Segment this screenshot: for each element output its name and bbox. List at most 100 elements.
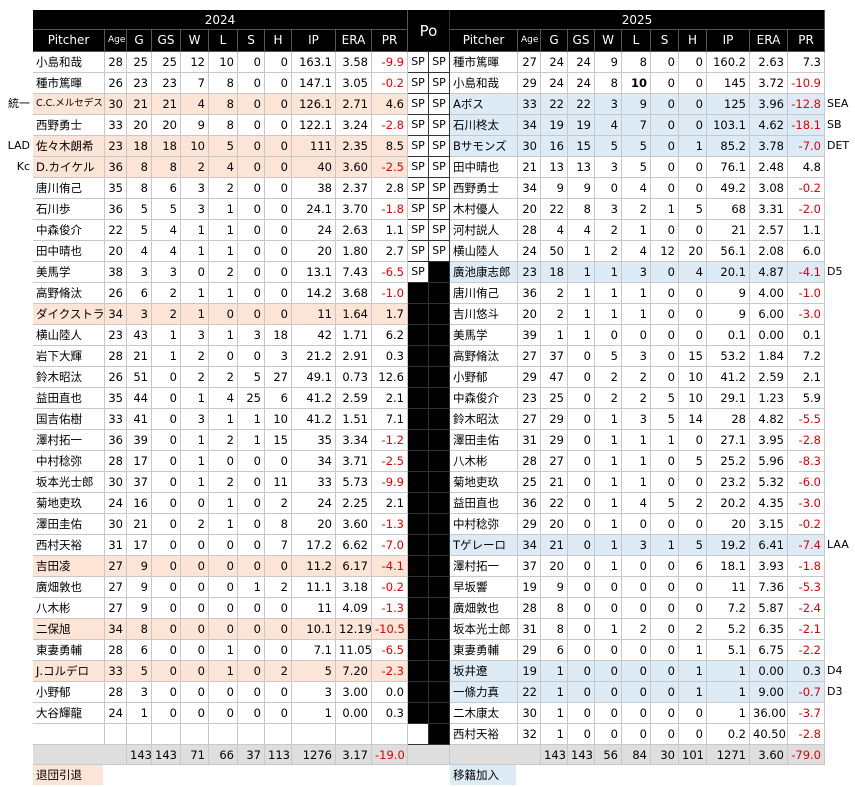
stat-cell: 22: [541, 199, 568, 220]
stat-cell: 0: [238, 556, 265, 577]
stat-cell: [292, 724, 336, 745]
po-cell: [408, 388, 429, 409]
stat-cell: 0: [568, 535, 595, 556]
stat-cell: 21: [541, 472, 568, 493]
stat-cell: 17: [127, 451, 152, 472]
pitcher-name: 中森俊介: [450, 388, 518, 409]
stat-cell: 30: [105, 94, 127, 115]
side-note: SB: [827, 118, 842, 131]
pitcher-name: J.コルデロ: [33, 661, 105, 682]
stat-cell: -2.8: [788, 430, 825, 451]
stat-cell: 5.2: [707, 619, 750, 640]
stat-cell: 0: [651, 157, 679, 178]
stat-cell: 8: [127, 619, 152, 640]
stat-cell: 11.05: [336, 640, 372, 661]
stat-cell: 21: [127, 346, 152, 367]
stat-cell: 11.1: [292, 577, 336, 598]
po-cell: [408, 451, 429, 472]
po-cell: SP: [408, 199, 429, 220]
stat-cell: 1: [541, 724, 568, 745]
stat-cell: -0.2: [788, 514, 825, 535]
stat-cell: 2: [209, 472, 238, 493]
stat-cell: 0.00: [750, 661, 788, 682]
pitcher-name: 吉川悠斗: [450, 304, 518, 325]
stat-cell: 7.2: [788, 346, 825, 367]
po-cell: [408, 304, 429, 325]
stat-cell: 0: [568, 451, 595, 472]
stat-cell: 5: [622, 136, 651, 157]
stat-cell: 0: [651, 52, 679, 73]
pitcher-name: 佐々木朗希: [33, 136, 105, 157]
pitcher-name: 西村天裕: [33, 535, 105, 556]
pitcher-name: Bサモンズ: [450, 136, 518, 157]
stat-cell: 21: [541, 535, 568, 556]
pitcher-name: ダイクストラ: [33, 304, 105, 325]
stat-cell: 0: [238, 514, 265, 535]
stat-cell: 1: [568, 241, 595, 262]
pitcher-name: 吉田凌: [33, 556, 105, 577]
stat-cell: [372, 724, 408, 745]
stat-cell: 1: [209, 640, 238, 661]
stat-cell: 24: [568, 52, 595, 73]
stat-cell: 0: [265, 73, 292, 94]
side-note: 統一: [8, 97, 30, 110]
po-cell: [429, 598, 450, 619]
stat-cell: 6: [265, 388, 292, 409]
stat-cell: 6.62: [336, 535, 372, 556]
stat-cell: 22: [541, 493, 568, 514]
stat-cell: 44: [127, 388, 152, 409]
stat-cell: 6.17: [336, 556, 372, 577]
stat-cell: 5: [292, 661, 336, 682]
stat-cell: -2.5: [372, 157, 408, 178]
stat-cell: 1: [209, 241, 238, 262]
side-note: SEA: [827, 97, 849, 110]
stat-cell: 1: [181, 451, 209, 472]
stat-cell: 2: [679, 619, 707, 640]
pitcher-name: 澤田圭佑: [33, 514, 105, 535]
stat-cell: 0: [568, 598, 595, 619]
po-total: [408, 745, 450, 765]
stat-cell: 4.82: [750, 409, 788, 430]
column-header: IP: [292, 30, 336, 52]
total-cell: -19.0: [372, 745, 408, 765]
stat-cell: 1: [679, 640, 707, 661]
stat-cell: 1: [181, 283, 209, 304]
pitcher-name: 澤村拓一: [450, 556, 518, 577]
stat-cell: 0: [238, 178, 265, 199]
pitcher-name: 岩下大輝: [33, 346, 105, 367]
stat-cell: 51: [127, 367, 152, 388]
stat-cell: 4: [679, 262, 707, 283]
pitcher-name: 美馬学: [33, 262, 105, 283]
column-header: H: [679, 30, 707, 52]
stat-cell: 0: [238, 220, 265, 241]
stat-cell: 7: [265, 535, 292, 556]
stat-cell: 40: [292, 157, 336, 178]
stat-cell: 34: [105, 619, 127, 640]
column-header: S: [651, 30, 679, 52]
stat-cell: 2: [595, 220, 622, 241]
column-header: W: [595, 30, 622, 52]
stat-cell: 0: [568, 346, 595, 367]
stat-cell: 5: [651, 388, 679, 409]
column-header: ERA: [336, 30, 372, 52]
stat-cell: 0: [152, 661, 181, 682]
stat-cell: 1: [595, 556, 622, 577]
stat-cell: 41.2: [707, 367, 750, 388]
stat-cell: 13: [568, 157, 595, 178]
stat-cell: 28: [518, 598, 541, 619]
column-header: W: [181, 30, 209, 52]
stat-cell: 3.60: [336, 157, 372, 178]
stat-cell: 1: [595, 472, 622, 493]
side-note: DET: [827, 139, 850, 152]
stat-cell: 0: [568, 388, 595, 409]
stat-cell: 1: [209, 493, 238, 514]
po-cell: [429, 514, 450, 535]
po-cell: [408, 493, 429, 514]
stat-cell: 0: [651, 703, 679, 724]
pitcher-name: 廣畑敦也: [33, 577, 105, 598]
stat-cell: 2: [265, 661, 292, 682]
stat-cell: 0: [238, 199, 265, 220]
stat-cell: 0: [679, 157, 707, 178]
stat-cell: 1: [595, 262, 622, 283]
stat-cell: 5.96: [750, 451, 788, 472]
